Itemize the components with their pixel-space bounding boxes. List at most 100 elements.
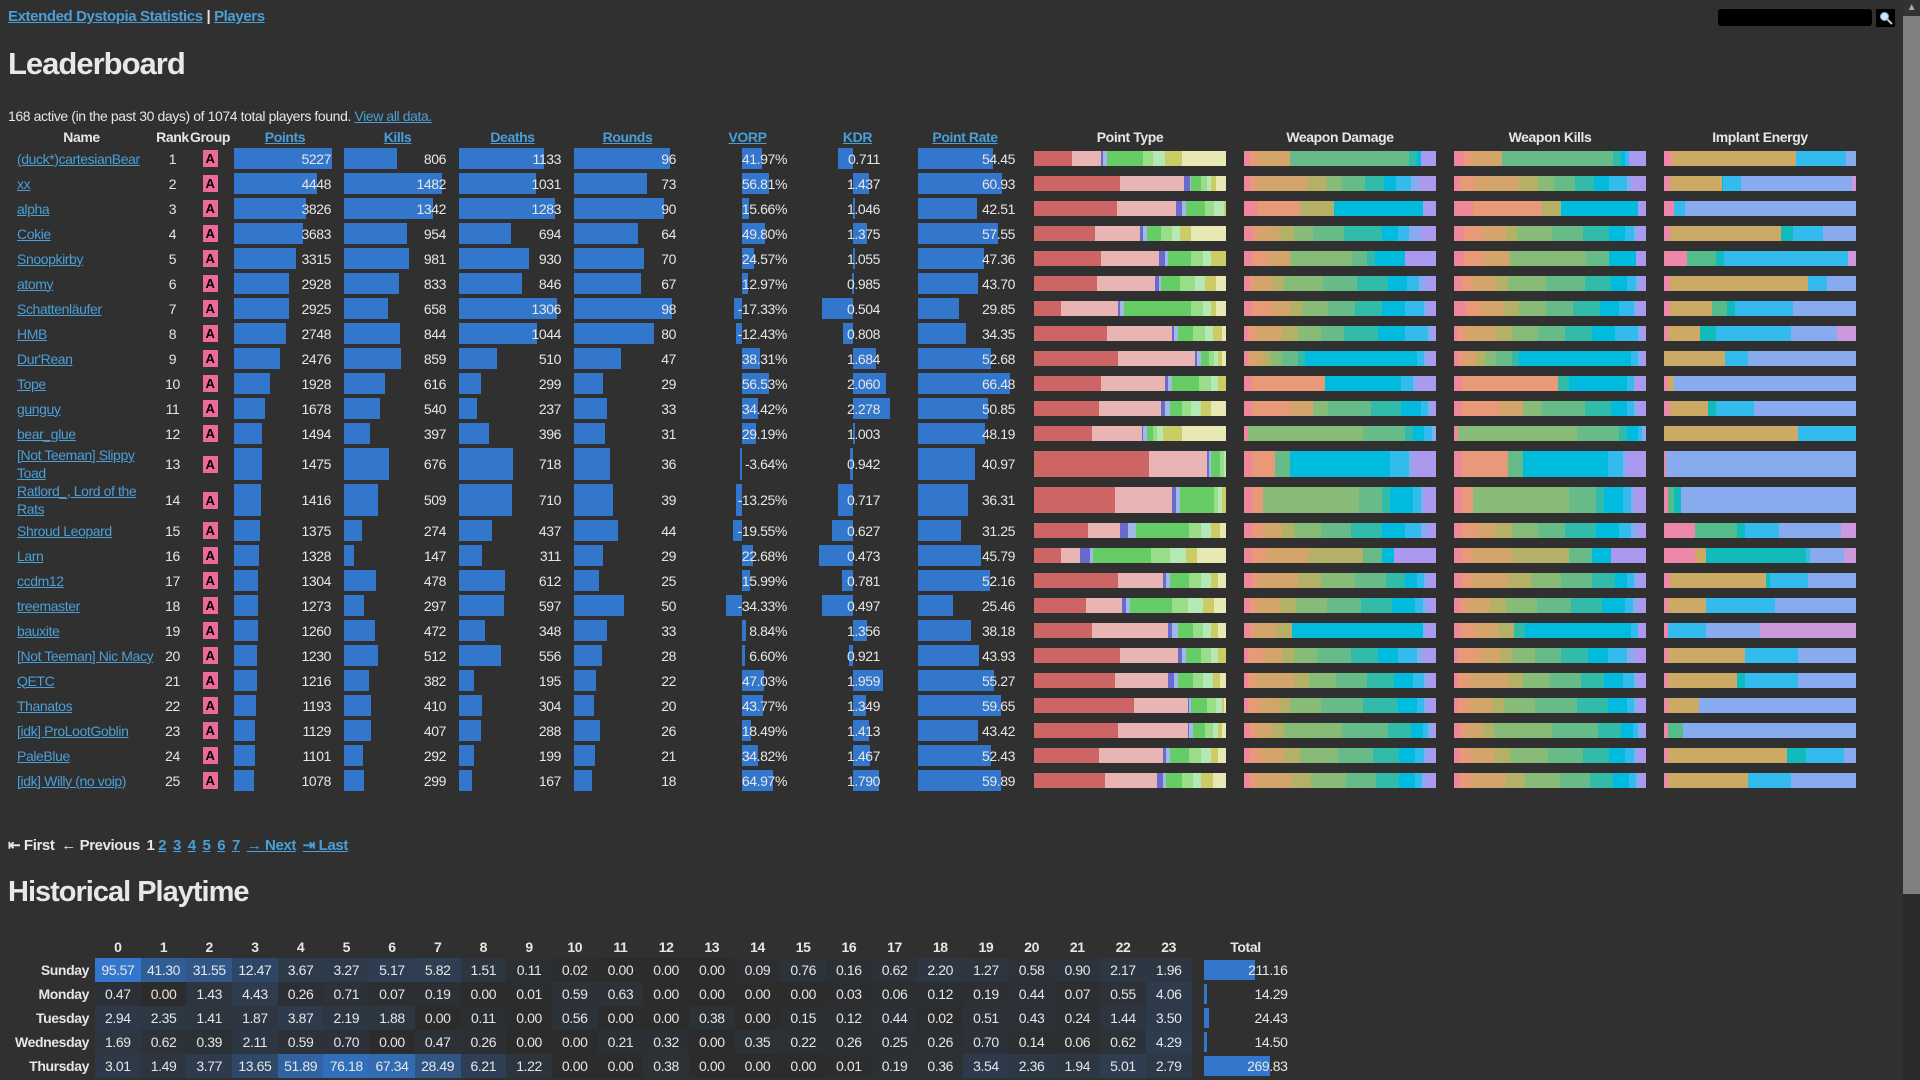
point-type-segment [1118, 351, 1196, 366]
deaths-cell: 1306 [455, 296, 570, 321]
player-name-link[interactable]: gunguy [17, 400, 61, 417]
weapon-damage-segment [1397, 226, 1410, 241]
point-type-segment [1218, 351, 1223, 366]
weapon-kills-segment [1638, 598, 1646, 613]
page-scrollbar[interactable]: ▲ [1903, 0, 1920, 1080]
pager-page-3[interactable]: 3 [173, 837, 181, 854]
implant-energy-segment [1765, 573, 1770, 588]
player-name-link[interactable]: [Not Teeman] Slippy Toad [17, 447, 135, 481]
weapon-kills-segment [1603, 487, 1623, 513]
sort-point-rate-link[interactable]: Point Rate [932, 129, 998, 145]
weapon-damage-segment [1424, 698, 1429, 713]
day-label: Tuesday [36, 1010, 89, 1026]
point-type-segment [1191, 226, 1226, 241]
player-name-link[interactable]: HMB [17, 325, 47, 342]
weapon-damage-segment [1309, 548, 1364, 563]
day-header [8, 936, 95, 958]
player-name-link[interactable]: Schattenläufer [17, 300, 102, 317]
sort-vorp-link[interactable]: VORP [728, 129, 767, 145]
weapon-damage-cell [1235, 518, 1445, 543]
view-all-data-link[interactable]: View all data. [354, 108, 432, 124]
player-name-link[interactable]: treemaster [17, 597, 80, 614]
player-name-link[interactable]: xx [17, 175, 31, 192]
player-name-link[interactable]: QETC [17, 672, 55, 689]
header-rank: Rank [156, 129, 189, 145]
pager-page-5[interactable]: 5 [202, 837, 211, 854]
weapon-kills-segment [1461, 523, 1478, 538]
player-name-link[interactable]: Larn [17, 547, 44, 564]
player-name-link[interactable]: (duck*)cartesianBear [17, 150, 140, 167]
sort-points-link[interactable]: Points [264, 129, 306, 145]
kills-bar [344, 520, 363, 541]
deaths-bar [459, 595, 504, 616]
search-button[interactable] [1876, 9, 1895, 27]
scroll-up-arrow-icon[interactable]: ▲ [1903, 0, 1920, 16]
breadcrumb-players-link[interactable]: Players [214, 8, 265, 25]
pager-page-4[interactable]: 4 [187, 837, 196, 854]
hour-header: 22 [1115, 939, 1131, 955]
player-name-link[interactable]: PaleBlue [17, 747, 70, 764]
point-type-segment [1189, 698, 1192, 713]
weapon-damage-stacked-bar [1244, 201, 1436, 216]
player-name-link[interactable]: alpha [17, 200, 50, 217]
vorp-cell: -19.55% [685, 518, 810, 543]
player-name-link[interactable]: Shroud Leopard [17, 522, 112, 539]
breadcrumb-home-link[interactable]: Extended Dystopia Statistics [8, 8, 203, 25]
weapon-kills-segment [1569, 487, 1597, 513]
implant-energy-cell [1655, 543, 1865, 568]
pager-page-7[interactable]: 7 [231, 837, 240, 854]
implant-energy-stacked-bar [1664, 376, 1856, 391]
pager-page-6[interactable]: 6 [217, 837, 226, 854]
player-name-link[interactable]: bauxite [17, 622, 60, 639]
weapon-damage-segment [1247, 426, 1364, 441]
player-name-link[interactable]: Snoopkirby [17, 250, 84, 267]
hour-header: 12 [658, 939, 674, 955]
weapon-damage-segment [1387, 276, 1408, 291]
scrollbar-thumb[interactable] [1903, 16, 1920, 894]
player-name-link[interactable]: Dur'Rean [17, 350, 73, 367]
player-name-link[interactable]: [idk] Willy (no voip) [17, 772, 127, 789]
pager-last-link[interactable]: ⇥ Last [302, 837, 349, 854]
playtime-table: 0 1 2 3 4 5 6 7 8 9 10 11 12 13 14 15 16 17 18 19 20 21 22 23 To… [8, 936, 1288, 1078]
player-rank: 12 [165, 425, 180, 442]
point-type-segment [1206, 176, 1211, 191]
weapon-damage-segment [1244, 748, 1250, 763]
weapon-kills-cell [1445, 421, 1655, 446]
sort-deaths-link[interactable]: Deaths [490, 129, 535, 145]
sort-kdr-link[interactable]: KDR [842, 129, 873, 145]
weapon-kills-cell [1445, 371, 1655, 396]
sort-rounds-link[interactable]: Rounds [602, 129, 653, 145]
point-type-segment [1060, 301, 1119, 316]
playtime-cell: 0.19 [414, 982, 461, 1006]
player-row: bear_glue 12 A 1494 397 396 31 29.19% 1.003 48.19 [8, 421, 1865, 446]
weapon-damage-segment [1274, 451, 1291, 477]
player-name-link[interactable]: ccdm12 [17, 572, 64, 589]
group-badge: A [202, 722, 218, 740]
total-value: 211.16 [1248, 962, 1288, 978]
player-name-link[interactable]: Thanatos [17, 697, 73, 714]
playtime-cell: 0.26 [917, 1030, 964, 1054]
kills-value: 382 [423, 672, 447, 689]
weapon-kills-segment [1463, 251, 1483, 266]
pager-page-2[interactable]: 2 [158, 837, 167, 854]
implant-energy-stacked-bar [1664, 673, 1856, 688]
player-name-link[interactable]: [idk] ProLootGoblin [17, 722, 129, 739]
player-name-cell: [Not Teeman] Slippy Toad [8, 446, 155, 482]
search-input[interactable] [1718, 9, 1872, 26]
weapon-kills-stacked-bar [1454, 301, 1646, 316]
pager-next-link[interactable]: → Next [246, 837, 297, 854]
weapon-kills-segment [1565, 326, 1593, 341]
player-name-link[interactable]: Tope [17, 375, 46, 392]
sort-kills-link[interactable]: Kills [383, 129, 412, 145]
implant-energy-segment [1664, 401, 1670, 416]
vorp-value: -34.33% [737, 597, 788, 614]
player-name-link[interactable]: Cokie [17, 225, 51, 242]
player-name-link[interactable]: [Not Teeman] Nic Macy [17, 647, 154, 664]
player-name-link[interactable]: atomy [17, 275, 54, 292]
kills-cell: 1482 [340, 171, 455, 196]
player-name-link[interactable]: Ratlord_, Lord of the Rats [17, 483, 137, 517]
kills-cell: 297 [340, 593, 455, 618]
kills-bar [344, 198, 433, 219]
player-name-link[interactable]: bear_glue [17, 425, 76, 442]
weapon-kills-segment [1638, 573, 1646, 588]
